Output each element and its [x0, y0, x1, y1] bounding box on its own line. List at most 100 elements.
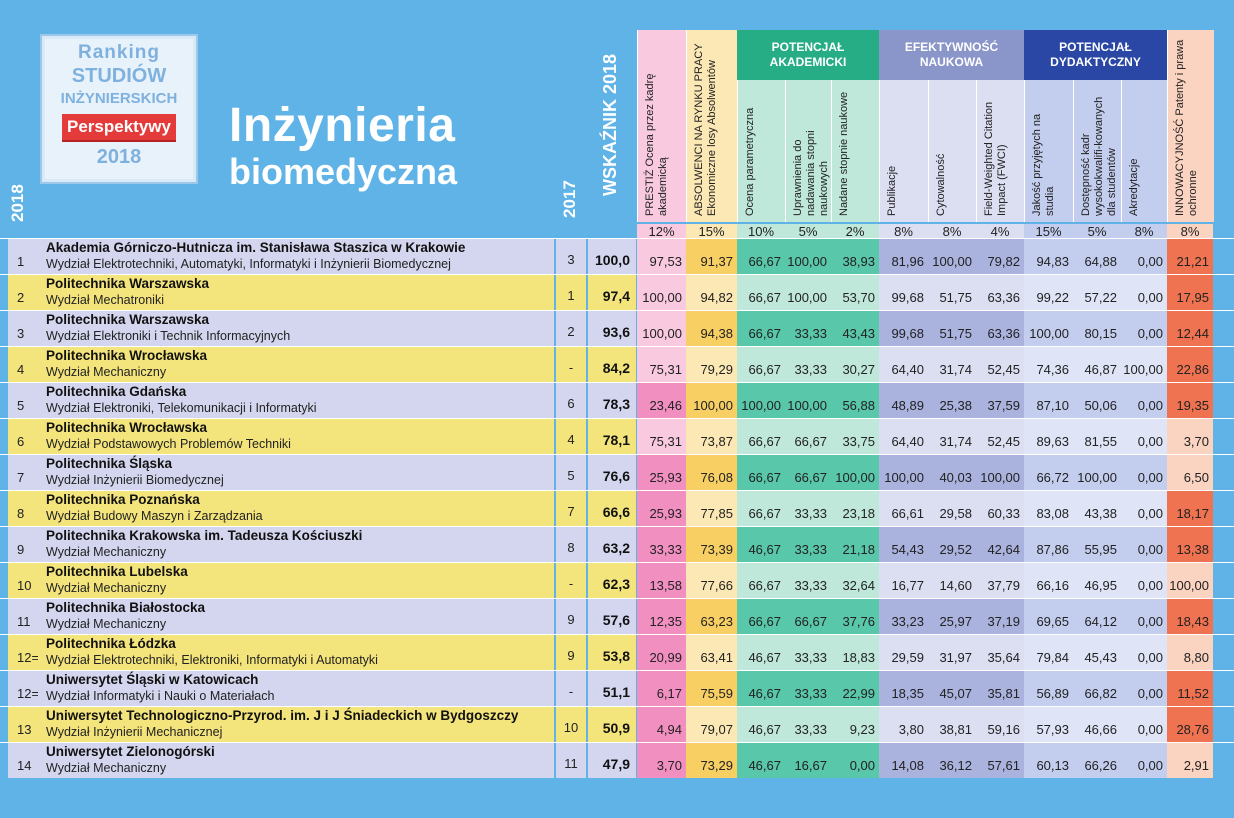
value-cell: 16,67: [785, 742, 831, 778]
rank-2017-cell: 2: [556, 310, 586, 346]
value-cell: 17,95: [1167, 274, 1213, 310]
value-cell: 46,66: [1073, 706, 1121, 742]
row-divider: [0, 670, 1234, 671]
value-cell: 79,82: [976, 238, 1024, 274]
value-cell: 0,00: [1121, 562, 1167, 598]
table-row: 6 Politechnika Wrocławska Wydział Podstawo…: [0, 418, 1234, 454]
row-divider: [0, 346, 1234, 347]
value-cell: 3,70: [637, 742, 686, 778]
value-cell: 77,66: [686, 562, 737, 598]
value-cell: 33,33: [785, 670, 831, 706]
ranking-badge-logo: Ranking STUDIÓW INŻYNIERSKICH Perspektyw…: [40, 34, 198, 184]
value-cell: 0,00: [1121, 670, 1167, 706]
value-cell: 75,59: [686, 670, 737, 706]
column-header: Akredytacje: [1121, 80, 1168, 222]
value-cell: 0,00: [1121, 274, 1167, 310]
value-cell: 100,00: [637, 310, 686, 346]
value-cell: 25,38: [928, 382, 976, 418]
score-cell: 63,2: [588, 526, 636, 562]
score-cell: 47,9: [588, 742, 636, 778]
value-cell: 37,59: [976, 382, 1024, 418]
rank-2017-cell: -: [556, 346, 586, 382]
value-cell: 94,82: [686, 274, 737, 310]
table-row: 9 Politechnika Krakowska im. Tadeusza Koś…: [0, 526, 1234, 562]
row-divider: [0, 238, 1234, 239]
score-cell: 93,6: [588, 310, 636, 346]
value-cell: 66,67: [785, 454, 831, 490]
value-cell: 63,23: [686, 598, 737, 634]
faculty-name: Wydział Budowy Maszyn i Zarządzania: [46, 509, 263, 523]
value-cell: 19,35: [1167, 382, 1213, 418]
value-cell: 12,44: [1167, 310, 1213, 346]
table-row: 4 Politechnika Wrocławska Wydział Mechanic…: [0, 346, 1234, 382]
value-cell: 31,74: [928, 346, 976, 382]
row-divider: [0, 382, 1234, 383]
university-name: Uniwersytet Technologiczno-Przyrod. im. …: [46, 708, 519, 723]
value-cell: 0,00: [1121, 634, 1167, 670]
table-row: 12= Uniwersytet Śląski w Katowicach Wydzia…: [0, 670, 1234, 706]
value-cell: 36,12: [928, 742, 976, 778]
value-cell: 0,00: [1121, 310, 1167, 346]
column-header: INNOWACYJNOŚĆ Patenty i prawa ochronne: [1167, 30, 1214, 222]
rank-2018-header: 2018: [8, 184, 27, 222]
rank-2017-cell: 11: [556, 742, 586, 778]
value-cell: 0,00: [1121, 706, 1167, 742]
row-divider: [0, 274, 1234, 275]
rank-2017-cell: 1: [556, 274, 586, 310]
score-cell: 50,9: [588, 706, 636, 742]
value-cell: 99,22: [1024, 274, 1073, 310]
faculty-name: Wydział Mechatroniki: [46, 293, 164, 307]
university-name: Akademia Górniczo-Hutnicza im. Stanisław…: [46, 240, 466, 255]
value-cell: 28,76: [1167, 706, 1213, 742]
row-divider: [0, 526, 1234, 527]
value-cell: 38,93: [831, 238, 879, 274]
university-name: Politechnika Gdańska: [46, 384, 187, 399]
institution-cell: Politechnika Śląska Wydział Inżynierii Bi…: [38, 454, 554, 490]
faculty-name: Wydział Elektrotechniki, Automatyki, Inf…: [46, 257, 451, 271]
value-cell: 46,67: [737, 706, 785, 742]
value-cell: 87,86: [1024, 526, 1073, 562]
value-cell: 16,77: [879, 562, 928, 598]
value-cell: 63,36: [976, 310, 1024, 346]
value-cell: 29,58: [928, 490, 976, 526]
value-cell: 37,79: [976, 562, 1024, 598]
value-cell: 56,89: [1024, 670, 1073, 706]
value-cell: 80,15: [1073, 310, 1121, 346]
value-cell: 66,67: [737, 274, 785, 310]
value-cell: 66,61: [879, 490, 928, 526]
value-cell: 43,38: [1073, 490, 1121, 526]
column-weight: 8%: [879, 224, 928, 239]
rank-cell: 3: [8, 310, 38, 346]
value-cell: 57,93: [1024, 706, 1073, 742]
faculty-name: Wydział Informatyki i Nauki o Materiałac…: [46, 689, 275, 703]
value-cell: 33,33: [785, 490, 831, 526]
faculty-name: Wydział Mechaniczny: [46, 581, 167, 595]
university-name: Politechnika Łódzka: [46, 636, 176, 651]
value-cell: 0,00: [1121, 598, 1167, 634]
faculty-name: Wydział Mechaniczny: [46, 617, 167, 631]
value-cell: 66,67: [737, 454, 785, 490]
row-divider: [0, 418, 1234, 419]
value-cell: 12,35: [637, 598, 686, 634]
score-cell: 57,6: [588, 598, 636, 634]
rank-cell: 11: [8, 598, 38, 634]
value-cell: 50,06: [1073, 382, 1121, 418]
value-cell: 74,36: [1024, 346, 1073, 382]
institution-cell: Politechnika Krakowska im. Tadeusza Kośc…: [38, 526, 554, 562]
rank-cell: 12=: [8, 670, 39, 706]
value-cell: 43,43: [831, 310, 879, 346]
column-weight: 15%: [686, 224, 737, 239]
rank-2017-cell: 7: [556, 490, 586, 526]
value-cell: 66,67: [737, 490, 785, 526]
value-cell: 89,63: [1024, 418, 1073, 454]
value-cell: 87,10: [1024, 382, 1073, 418]
faculty-name: Wydział Mechaniczny: [46, 365, 167, 379]
score-cell: 100,0: [588, 238, 636, 274]
value-cell: 0,00: [1121, 382, 1167, 418]
value-cell: 81,96: [879, 238, 928, 274]
row-divider: [0, 598, 1234, 599]
value-cell: 66,67: [785, 598, 831, 634]
value-cell: 6,17: [637, 670, 686, 706]
rank-cell: 2: [8, 274, 38, 310]
